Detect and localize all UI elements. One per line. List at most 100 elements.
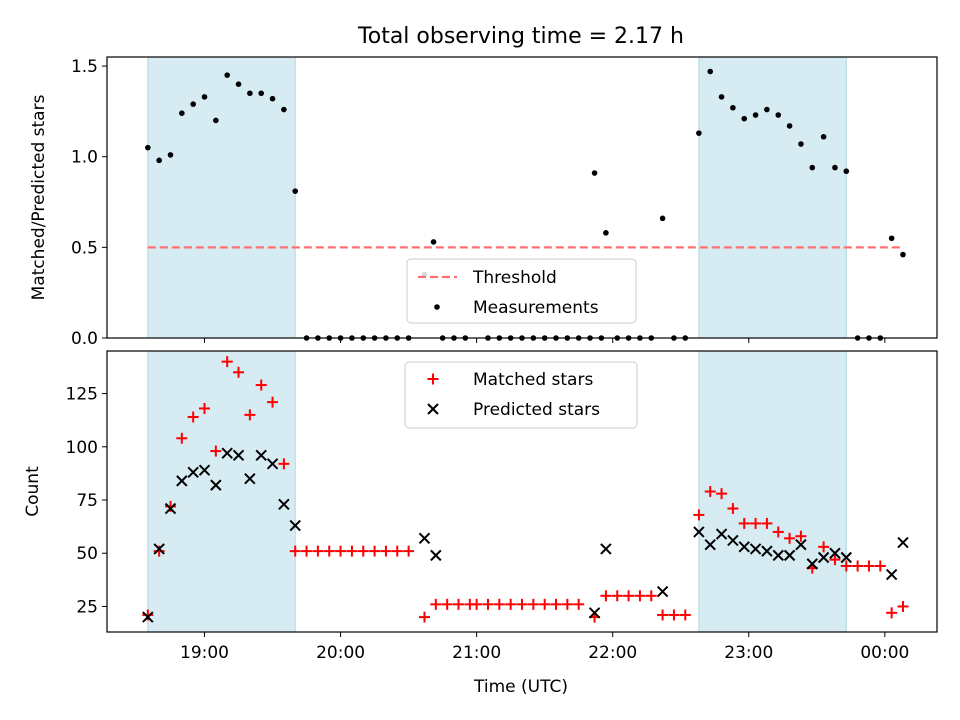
predicted-star-stroke (232, 449, 245, 462)
predicted-star-marker (198, 464, 211, 476)
matched-star-marker (430, 598, 442, 610)
predicted-star-marker (278, 498, 290, 510)
measurement-point (224, 72, 230, 78)
measurement-point (775, 112, 782, 118)
measurement-point (156, 157, 162, 164)
measurement-point (190, 101, 196, 107)
axes-frame (106, 56, 938, 339)
matched-star-marker (176, 432, 188, 444)
predicted-star-stroke (255, 449, 267, 462)
predicted-star-marker (221, 447, 233, 459)
matched-star-marker (267, 396, 279, 408)
x-tick-label: 19:00 (180, 643, 229, 663)
measurement-point (764, 106, 770, 113)
matched-star-marker (623, 590, 635, 602)
predicted-star-marker (164, 502, 177, 515)
predicted-star-marker (829, 547, 841, 559)
matched-star-marker (471, 598, 483, 610)
predicted-star-marker (588, 607, 601, 619)
matched-star-marker (573, 598, 585, 610)
matched-star-marker (187, 411, 199, 423)
matched-star-marker (453, 598, 465, 610)
legend-box (406, 258, 637, 324)
matched-star-marker (278, 458, 290, 470)
y-tick-label: 50 (76, 544, 98, 564)
legend-box (404, 361, 638, 429)
predicted-star-marker (783, 549, 796, 562)
measurement-point (235, 81, 242, 87)
predicted-star-stroke (840, 551, 852, 564)
measurement-point (145, 144, 151, 151)
predicted-star-marker (693, 526, 705, 538)
predicted-star-marker (738, 541, 750, 553)
predicted-star-stroke (142, 611, 154, 623)
matched-star-marker (142, 609, 154, 621)
measurement-point (292, 188, 299, 194)
measurement-point (269, 95, 276, 102)
measurement-point (900, 251, 906, 258)
matched-star-marker (704, 486, 716, 497)
measurement-point (832, 164, 838, 171)
matched-star-marker (505, 598, 517, 610)
matched-star-marker (693, 509, 705, 521)
predicted-star-stroke (829, 547, 841, 559)
matched-star-marker (335, 545, 347, 557)
measurement-point (820, 133, 827, 140)
matched-star-marker (346, 545, 358, 557)
predicted-star-marker (255, 449, 267, 462)
matched-star-marker (516, 598, 528, 610)
bottom-axes-counts: 25 50 75 100 125 Count 19:00 20:00 21:00 22:00 23:… (23, 350, 938, 663)
shaded-interval-1 (147, 351, 296, 632)
measurement-point (696, 130, 702, 136)
measurement-point (591, 170, 598, 176)
matched-star-marker (561, 598, 573, 610)
predicted-star-marker (244, 473, 256, 485)
y-axis-label: Matched/Predicted stars (29, 94, 49, 300)
matched-star-marker (312, 545, 324, 557)
matched-star-marker (164, 500, 176, 512)
axes-frame (106, 350, 938, 633)
matched-star-marker (244, 409, 256, 421)
matched-star-marker (199, 402, 211, 414)
matched-star-marker (153, 545, 165, 557)
predicted-star-stroke (153, 543, 165, 555)
matched-star-marker (221, 356, 233, 368)
shaded-interval-2 (698, 351, 847, 632)
predicted-star-stroke (715, 528, 728, 540)
predicted-star-stroke (772, 549, 784, 562)
predicted-star-stroke (187, 466, 199, 479)
predicted-star-stroke (783, 549, 796, 562)
measurement-point (752, 112, 759, 118)
matched-star-marker (679, 609, 691, 621)
matched-star-marker (897, 600, 909, 612)
matched-star-marker (482, 598, 494, 610)
measurement-point (179, 110, 185, 116)
measurement-point (430, 239, 437, 245)
measurement-point (603, 230, 609, 236)
matched-star-marker (493, 598, 505, 610)
predicted-star-stroke (221, 447, 233, 459)
predicted-star-marker (210, 479, 222, 491)
matched-star-marker (818, 541, 830, 553)
matched-star-marker (403, 545, 415, 557)
y-tick-label: 0.0 (71, 329, 98, 349)
matched-star-marker (829, 554, 841, 566)
predicted-star-stroke (198, 464, 211, 476)
matched-star-marker (600, 590, 612, 602)
matched-star-marker (886, 607, 898, 619)
predicted-star-marker (749, 543, 762, 555)
matched-star-marker (772, 526, 784, 538)
matched-star-marker (852, 560, 864, 572)
measurement-point (718, 94, 725, 100)
legend-predicted-swatch (427, 403, 439, 415)
predicted-star-marker (142, 611, 154, 623)
predicted-star-marker (289, 519, 301, 532)
predicted-star-stroke (418, 532, 431, 545)
matched-star-marker (301, 545, 313, 557)
matched-star-marker (369, 545, 381, 557)
matched-star-marker (727, 503, 739, 515)
matched-star-marker (380, 545, 392, 557)
predicted-star-marker (817, 551, 830, 564)
predicted-star-marker (704, 539, 716, 551)
measurement-point (247, 90, 253, 97)
